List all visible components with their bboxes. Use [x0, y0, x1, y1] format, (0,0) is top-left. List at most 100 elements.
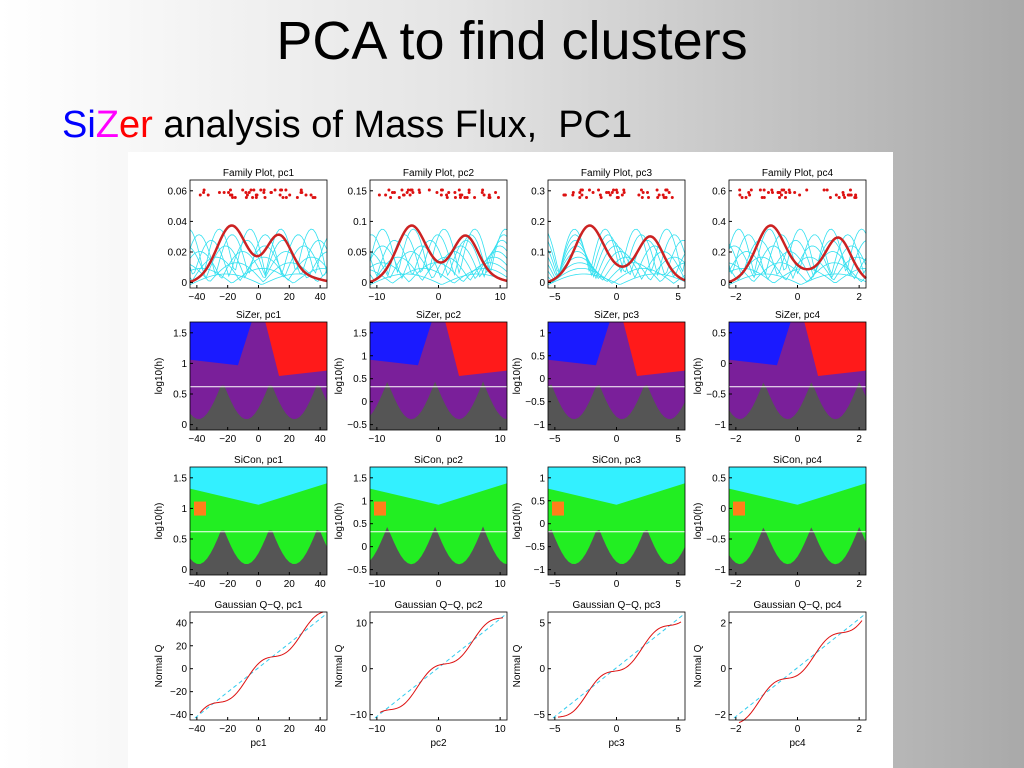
x-tick-label: 0	[436, 292, 442, 303]
family-curve	[189, 245, 328, 280]
y-tick-label: 0	[181, 664, 187, 675]
panel-title: Gaussian Q−Q, pc3	[572, 600, 661, 611]
data-dot	[408, 193, 412, 197]
panel-title: Family Plot, pc2	[403, 168, 475, 179]
y-tick-label: 40	[176, 618, 188, 629]
y-tick-label: 0.06	[168, 186, 188, 197]
data-dot	[563, 193, 567, 197]
panel-title: Gaussian Q−Q, pc2	[394, 600, 483, 611]
smooth-curve	[369, 224, 508, 284]
y-axis-label: log10(h)	[334, 503, 345, 540]
data-dot	[409, 188, 413, 192]
region-gray	[729, 382, 866, 430]
data-dot	[639, 188, 643, 192]
data-dot	[254, 193, 258, 197]
data-dot	[487, 193, 491, 197]
data-dot	[837, 196, 841, 199]
x-tick-label: 0	[256, 579, 262, 590]
x-tick-label: −20	[219, 579, 236, 590]
x-tick-label: 20	[284, 434, 296, 445]
y-tick-label: 5	[539, 618, 545, 629]
x-tick-label: −20	[219, 434, 236, 445]
y-tick-label: 0.2	[531, 217, 545, 228]
y-tick-label: 0	[539, 278, 545, 289]
x-tick-label: 0	[256, 434, 262, 445]
slide-title: PCA to find clusters	[276, 11, 748, 71]
data-dot	[738, 188, 742, 192]
panel-title: SiCon, pc4	[773, 455, 822, 466]
data-dot	[202, 188, 206, 192]
x-tick-label: 40	[315, 579, 327, 590]
x-tick-label: 5	[675, 292, 681, 303]
data-dot	[740, 196, 744, 199]
y-tick-label: 0	[720, 504, 726, 515]
y-tick-label: 0	[539, 664, 545, 675]
data-dot	[748, 193, 752, 197]
data-dot	[842, 193, 846, 197]
y-tick-label: −5	[534, 710, 546, 721]
data-dot	[463, 196, 467, 199]
x-tick-label: 0	[436, 579, 442, 590]
panel-title: SiCon, pc1	[234, 455, 283, 466]
region-orange	[374, 501, 386, 516]
data-dot	[228, 188, 232, 192]
x-tick-label: 20	[284, 292, 296, 303]
data-dot	[580, 193, 584, 197]
data-dot	[247, 191, 251, 194]
x-tick-label: 40	[315, 292, 327, 303]
x-tick-label: 0	[614, 434, 620, 445]
x-tick-label: 2	[856, 579, 862, 590]
data-dot	[597, 188, 601, 192]
x-tick-label: 10	[495, 434, 507, 445]
data-dot	[435, 191, 439, 194]
y-tick-label: −1	[715, 420, 727, 431]
region-gray	[729, 527, 866, 575]
x-tick-label: 0	[795, 724, 801, 735]
y-axis-label: log10(h)	[154, 503, 165, 540]
data-dot	[311, 196, 315, 199]
data-dot	[825, 188, 829, 192]
y-tick-label: −0.5	[525, 397, 545, 408]
x-tick-label: 0	[795, 292, 801, 303]
data-dot	[747, 191, 751, 194]
y-tick-label: 0.5	[353, 519, 367, 530]
qq-curve	[738, 620, 863, 724]
data-dot	[217, 191, 221, 194]
family-curve	[547, 228, 686, 275]
slide-subtitle: SiZer analysis of Mass Flux, PC1	[62, 104, 632, 147]
family-curve	[547, 256, 686, 281]
family-curve	[547, 234, 686, 277]
data-dot	[607, 191, 611, 194]
y-axis-label: log10(h)	[512, 503, 523, 540]
data-dot	[783, 196, 787, 199]
data-dot	[744, 196, 748, 199]
family-curve	[189, 273, 328, 286]
panel-title: Family Plot, pc3	[581, 168, 653, 179]
y-tick-label: 1	[361, 351, 367, 362]
qq-curve	[379, 617, 504, 713]
y-tick-label: 0.15	[348, 186, 368, 197]
y-tick-label: 1	[539, 473, 545, 484]
y-tick-label: 0.04	[168, 217, 188, 228]
x-tick-label: −5	[549, 579, 561, 590]
x-tick-label: 0	[795, 579, 801, 590]
qq-curve	[557, 621, 682, 718]
region-cyan	[548, 467, 685, 505]
panel-title: SiZer, pc1	[236, 310, 281, 321]
data-dot	[231, 196, 235, 199]
family-curve	[369, 239, 508, 278]
x-tick-label: 0	[436, 434, 442, 445]
y-tick-label: 0.5	[173, 535, 187, 546]
y-axis-label: Normal Q	[512, 644, 523, 687]
x-tick-label: 2	[856, 434, 862, 445]
subtitle-part: er	[119, 104, 153, 146]
data-dot	[198, 193, 202, 197]
data-dot	[848, 188, 852, 192]
data-dot	[657, 193, 661, 197]
data-dot	[587, 188, 591, 192]
x-tick-label: 0	[256, 724, 262, 735]
data-dot	[244, 191, 248, 194]
data-dot	[390, 191, 394, 194]
x-tick-label: 0	[614, 724, 620, 735]
